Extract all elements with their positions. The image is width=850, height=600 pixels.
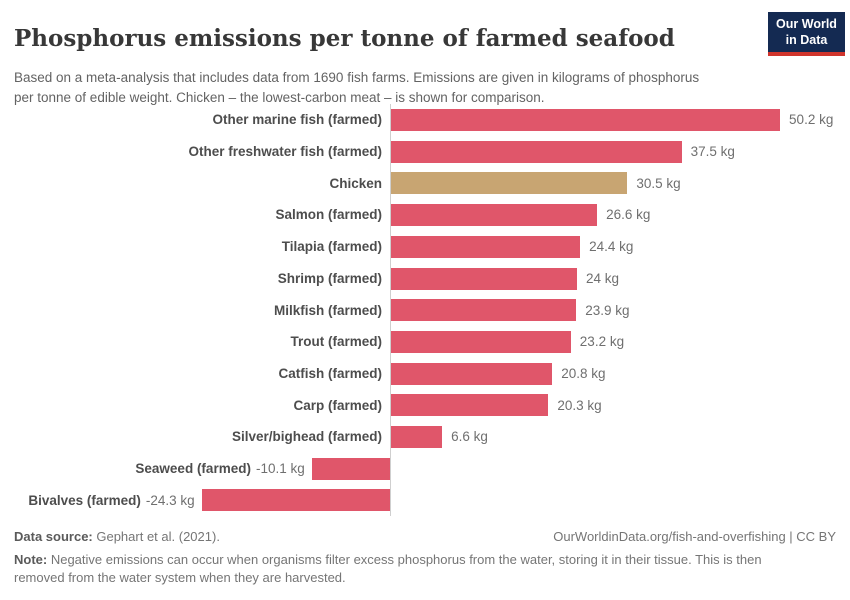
value-label: 6.6 kg bbox=[451, 429, 488, 445]
owid-logo-line1: Our World bbox=[776, 17, 837, 31]
data-source-label: Data source: bbox=[14, 529, 93, 544]
bar-row: Bivalves (farmed) -24.3 kg bbox=[0, 484, 850, 516]
value-label: -24.3 kg bbox=[145, 492, 195, 508]
value-label: 30.5 kg bbox=[636, 175, 681, 191]
category-label: Salmon (farmed) bbox=[275, 207, 382, 223]
bar-chart: Other marine fish (farmed) 50.2 kg Other f… bbox=[0, 104, 850, 516]
bar-highlight bbox=[391, 172, 628, 195]
owid-logo-accent-strip bbox=[768, 52, 845, 57]
zero-axis-line bbox=[390, 104, 391, 516]
value-label: 24.4 kg bbox=[589, 239, 634, 255]
category-label: Other freshwater fish (farmed) bbox=[188, 144, 382, 160]
page-title: Phosphorus emissions per tonne of farmed… bbox=[14, 25, 675, 53]
value-label: 26.6 kg bbox=[606, 207, 651, 223]
note-text: Negative emissions can occur when organi… bbox=[14, 552, 762, 586]
category-label: Other marine fish (farmed) bbox=[212, 112, 382, 128]
owid-logo-text: Our World in Data bbox=[768, 12, 845, 53]
bar bbox=[391, 267, 577, 290]
bar bbox=[391, 394, 549, 417]
bar-row: Carp (farmed) 20.3 kg bbox=[0, 389, 850, 421]
bar bbox=[391, 299, 577, 322]
category-label: Trout (farmed) bbox=[290, 334, 382, 350]
category-label: Shrimp (farmed) bbox=[277, 270, 382, 286]
bar-row: Tilapia (farmed) 24.4 kg bbox=[0, 231, 850, 263]
value-label: 50.2 kg bbox=[789, 112, 834, 128]
value-label: 23.9 kg bbox=[585, 302, 630, 318]
bar bbox=[391, 330, 571, 353]
bar-row: Chicken 30.5 kg bbox=[0, 167, 850, 199]
bar-row: Catfish (farmed) 20.8 kg bbox=[0, 358, 850, 390]
bar bbox=[391, 140, 682, 163]
bar bbox=[201, 489, 390, 512]
category-label: Tilapia (farmed) bbox=[281, 239, 382, 255]
bar-row: Shrimp (farmed) 24 kg bbox=[0, 263, 850, 295]
category-label: Seaweed (farmed) bbox=[135, 461, 251, 477]
negative-label-group: Bivalves (farmed) -24.3 kg bbox=[28, 484, 194, 516]
data-source: Data source: Gephart et al. (2021). bbox=[14, 529, 220, 544]
bar-row: Other freshwater fish (farmed) 37.5 kg bbox=[0, 136, 850, 168]
category-label: Milkfish (farmed) bbox=[273, 302, 382, 318]
bar bbox=[391, 426, 443, 448]
bar-row: Seaweed (farmed) -10.1 kg bbox=[0, 453, 850, 485]
negative-label-group: Seaweed (farmed) -10.1 kg bbox=[135, 453, 304, 485]
bar-row: Salmon (farmed) 26.6 kg bbox=[0, 199, 850, 231]
category-label: Bivalves (farmed) bbox=[28, 492, 141, 508]
bar-row: Silver/bighead (farmed) 6.6 kg bbox=[0, 421, 850, 453]
bar bbox=[391, 235, 581, 258]
category-label: Carp (farmed) bbox=[293, 397, 382, 413]
value-label: -10.1 kg bbox=[255, 461, 305, 477]
note-label: Note: bbox=[14, 552, 48, 567]
owid-logo-line2: in Data bbox=[785, 32, 828, 47]
category-label: Chicken bbox=[329, 175, 382, 191]
value-label: 37.5 kg bbox=[690, 144, 735, 160]
bar bbox=[391, 109, 781, 131]
chart-note: Note: Negative emissions can occur when … bbox=[14, 551, 798, 588]
value-label: 24 kg bbox=[586, 270, 620, 286]
owid-url-link[interactable]: OurWorldinData.org/fish-and-overfishing … bbox=[553, 529, 836, 544]
bar bbox=[391, 362, 553, 385]
bar-row: Milkfish (farmed) 23.9 kg bbox=[0, 294, 850, 326]
value-label: 20.8 kg bbox=[561, 365, 606, 381]
bar-row: Other marine fish (farmed) 50.2 kg bbox=[0, 104, 850, 136]
category-label: Catfish (farmed) bbox=[278, 365, 382, 381]
bar bbox=[311, 457, 390, 480]
bar-row: Trout (farmed) 23.2 kg bbox=[0, 326, 850, 358]
category-label: Silver/bighead (farmed) bbox=[231, 429, 382, 445]
chart-subtitle: Based on a meta-analysis that includes d… bbox=[14, 69, 700, 105]
bar bbox=[391, 204, 598, 227]
owid-logo: Our World in Data bbox=[768, 12, 845, 57]
value-label: 20.3 kg bbox=[557, 397, 602, 413]
value-label: 23.2 kg bbox=[579, 334, 625, 350]
data-source-value: Gephart et al. (2021). bbox=[92, 529, 220, 544]
